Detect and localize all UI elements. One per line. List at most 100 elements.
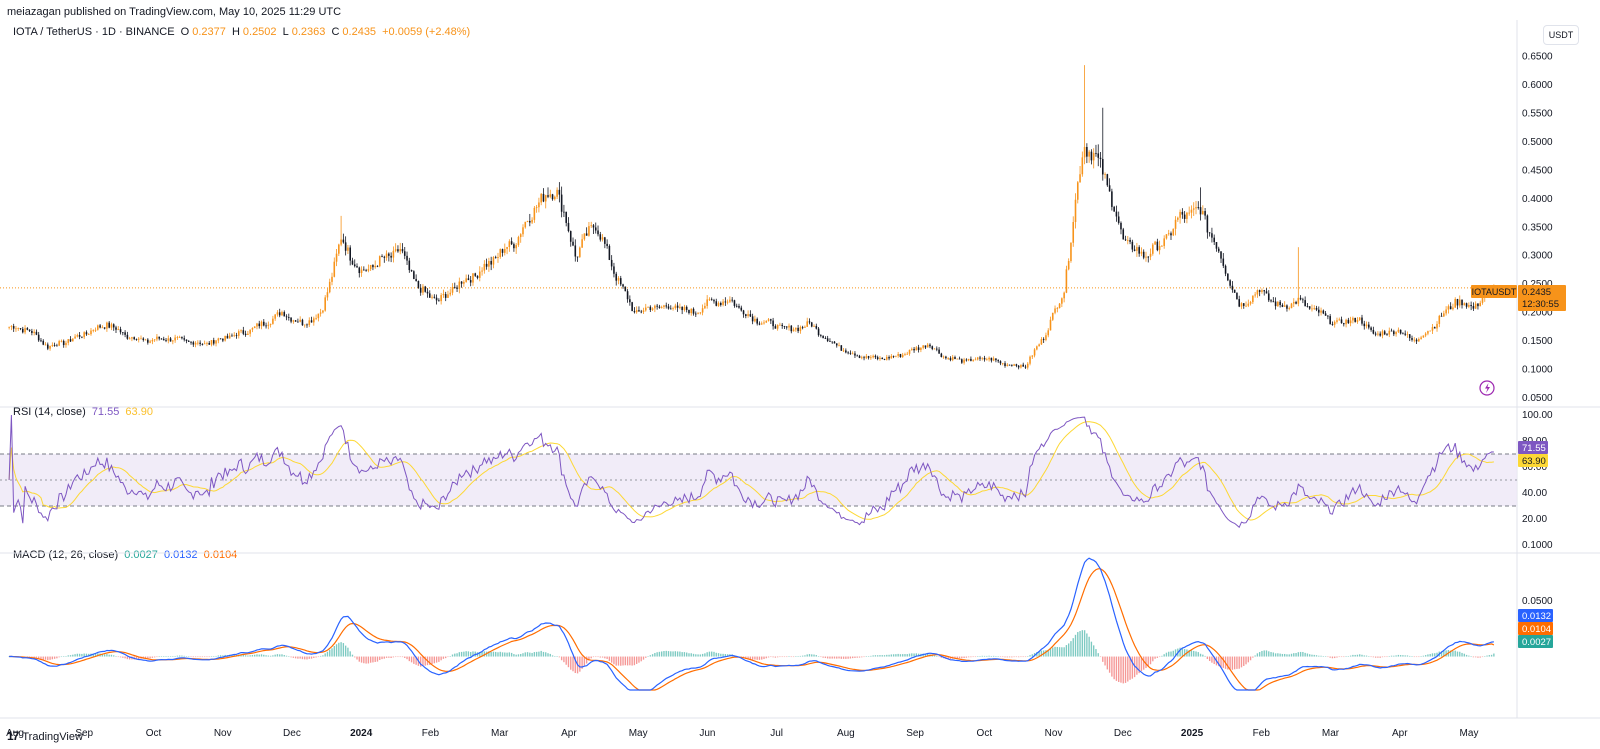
candle-body [865,356,868,359]
candle-body [1190,209,1193,213]
candle-body [1031,355,1034,357]
candle-body [335,253,338,262]
candle-body [979,357,981,359]
candle-body [1352,317,1354,321]
candle-body [1117,216,1120,223]
macd-histogram-bar [579,656,581,672]
macd-histogram-bar [1058,647,1061,657]
candle-body [144,339,147,341]
macd-histogram-bar [222,655,224,657]
candle-body [1129,240,1131,242]
macd-histogram-bar [1031,654,1033,657]
candle-body [1288,308,1291,309]
macd-histogram-bar [1279,653,1281,657]
candle-body [42,340,45,345]
rsi-legend-name[interactable]: RSI (14, close) [13,406,86,418]
macd-histogram-bar [35,656,38,658]
macd-histogram-bar [551,655,554,657]
candle-body [701,308,704,313]
candle-body [790,325,793,332]
macd-histogram-bar [78,653,81,657]
candle-body [608,245,611,260]
macd-histogram-bar [383,656,385,659]
candle-body [1104,174,1106,175]
currency-button[interactable]: USDT [1543,25,1579,45]
macd-histogram-bar [374,656,376,662]
macd-signal-line [9,568,1495,691]
candle-body [908,349,911,354]
macd-histogram-bar [1370,656,1372,658]
candle-body [942,356,945,358]
macd-histogram-bar [626,656,629,666]
macd-histogram-bar [658,651,661,657]
macd-histogram-bar [431,656,433,665]
price-axis[interactable]: 0.6500 0.6000 0.5500 0.5000 0.4500 0.4000 0.35… [1522,52,1553,404]
macd-legend-name[interactable]: MACD (12, 26, close) [13,549,119,561]
macd-histogram-bar [995,656,997,657]
candle-body [374,265,376,268]
macd-histogram-bar [1424,655,1427,657]
time-axis-tick: Feb [1253,728,1271,739]
macd-histogram-bar [76,653,79,657]
candle-body [476,275,479,278]
candle-body [128,338,131,340]
candle-body [1481,297,1484,303]
time-axis-tick: Jul [770,728,783,739]
macd-histogram-bar [508,652,511,657]
macd-axis[interactable]: 0.1000 0.0500 [1522,540,1553,607]
candle-body [192,342,195,345]
macd-histogram-bar [549,653,551,657]
macd-histogram-bar [720,653,722,657]
candle-body [572,241,574,246]
candle-body [394,249,397,251]
lightning-icon[interactable] [1479,380,1495,396]
macd-histogram-bar [1120,656,1122,683]
candle-body [247,333,249,335]
tradingview-logo[interactable]: 17 TradingView [7,729,83,743]
time-axis-tick: Dec [1114,728,1132,739]
candle-body [278,312,281,316]
candle-body [699,312,702,314]
candle-body [1024,366,1027,368]
macd-histogram-bar [542,651,545,657]
symbol-label[interactable]: IOTA / TetherUS · 1D · BINANCE [13,26,175,38]
macd-histogram-bar [1152,656,1154,662]
macd-histogram-bar [456,653,458,657]
macd-histogram-bar [526,652,529,657]
candle-body [579,247,581,257]
macd-histogram-bar [1415,656,1418,658]
macd-histogram-bar [1404,655,1406,657]
candle-body [212,340,215,344]
macd-histogram-bar [1170,651,1172,657]
candle-body [1229,280,1231,286]
macd-histogram-bar [1004,656,1006,658]
macd-histogram-bar [1463,653,1465,657]
macd-histogram-bar [656,652,658,657]
high-label: H [231,26,240,38]
candle-body [65,342,67,346]
macd-histogram-bar [144,656,147,659]
candle-body [306,324,308,326]
macd-line-legend-value: 0.0132 [163,549,198,561]
rsi-line [8,414,1494,529]
candle-body [613,266,615,274]
macd-histogram-bar [1322,656,1325,657]
macd-histogram-bar [1397,654,1400,657]
macd-histogram-bar [565,656,567,665]
candle-body [1388,330,1391,335]
macd-histogram-bar [786,656,788,658]
macd-histogram-bar [640,656,642,662]
candle-body [1317,309,1320,313]
macd-histogram-bar [1327,656,1329,658]
macd-histogram-bar [988,655,990,657]
candle-body [276,312,279,315]
macd-histogram-bar [638,656,640,663]
candle-body [522,227,524,235]
macd-histogram-bar [756,656,758,660]
candle-body [19,328,22,329]
time-axis-tick: Apr [561,728,577,739]
time-axis[interactable]: Aug Sep Oct Nov Dec 2024 Feb Mar Apr May Jun Jul Aug… [6,728,1478,739]
candle-body [929,344,931,347]
